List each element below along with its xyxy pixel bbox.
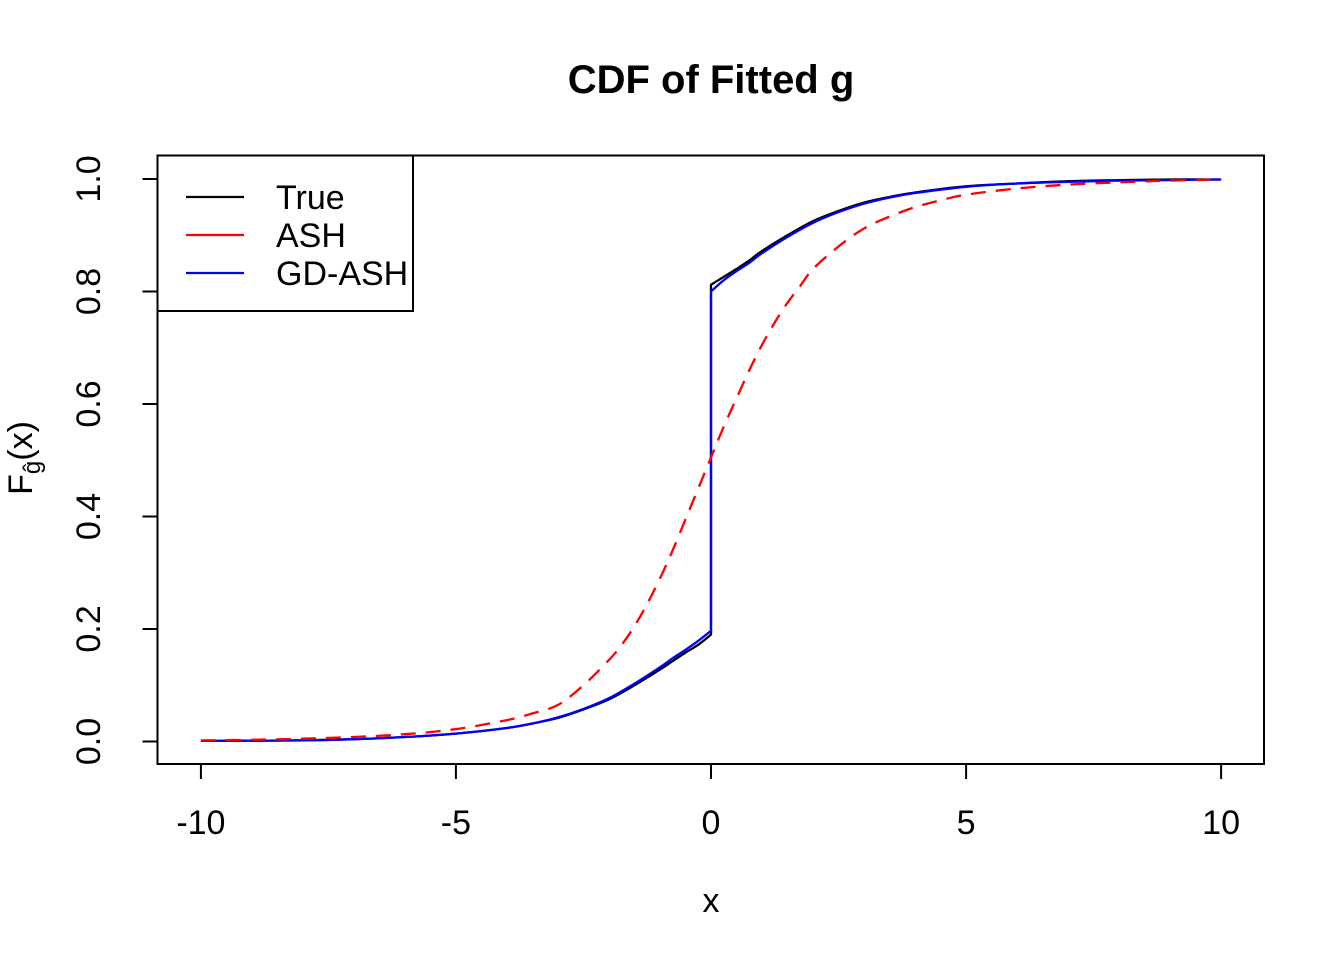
y-axis-label-main: F [2,474,40,495]
y-tick-label: 1.0 [70,155,108,202]
legend-label-true: True [276,179,345,217]
legend-label-gd-ash: GD-ASH [276,255,408,293]
x-axis-label: x [703,882,720,920]
x-axis: -10 -5 0 5 10 [176,764,1240,842]
series-line-ash [200,178,1222,742]
series-line-gd-ash [200,178,1222,743]
y-axis-label: Fĝ(x) [2,421,46,495]
y-tick-label: 0.4 [70,493,108,540]
x-tick-label: 10 [1202,804,1240,842]
y-tick-label: 0.6 [70,380,108,427]
y-axis-label-subscript: ĝ [19,461,46,474]
x-tick-label: -5 [441,804,471,842]
y-axis: 0.0 0.2 0.4 0.6 0.8 1.0 [70,155,158,765]
x-tick-label: 5 [957,804,976,842]
series-lines [200,178,1222,743]
legend: True ASH GD-ASH [156,154,414,312]
y-tick-label: 0.8 [70,268,108,315]
legend-label-ash: ASH [276,217,346,255]
chart-title: CDF of Fitted g [568,58,855,102]
y-axis-label-suffix: (x) [2,421,40,461]
y-tick-label: 0.2 [70,605,108,652]
x-tick-label: 0 [702,804,721,842]
x-tick-label: -10 [176,804,225,842]
y-tick-label: 0.0 [70,718,108,765]
legend-box [156,154,414,312]
